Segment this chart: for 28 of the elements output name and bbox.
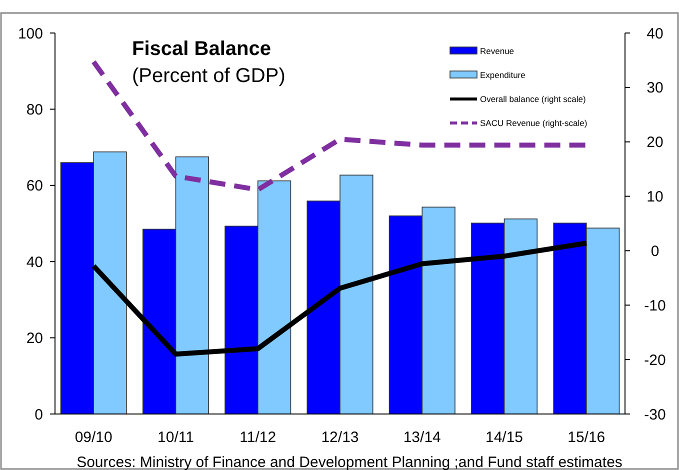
text: (Percent of GDP)	[132, 65, 286, 87]
y2-tick-label: 20	[646, 134, 664, 152]
source-note: Sources: Ministry of Finance and Development Planning ;and Fund staff estimates	[76, 454, 622, 470]
x-tick-label: 13/14	[403, 429, 441, 446]
x-tick-label: 10/11	[158, 429, 194, 446]
y-tick-label: 40	[26, 254, 43, 271]
x-tick-label: 15/16	[568, 429, 606, 446]
chart-title: Fiscal Balance	[132, 38, 271, 60]
x-tick-label: 11/12	[240, 429, 276, 446]
x-tick-label: 12/13	[321, 429, 359, 446]
legend-label: Overall balance (right scale)	[480, 94, 586, 104]
y-tick-label: 20	[26, 330, 43, 348]
y-tick-label: 80	[26, 101, 43, 118]
y2-tick-label: 30	[646, 80, 664, 97]
legend-label: Expenditure	[480, 70, 526, 80]
legend-label: Revenue	[480, 46, 514, 56]
y-tick-label: 60	[26, 178, 43, 195]
y-tick-label: 0	[34, 406, 43, 424]
y2-tick-label: -30	[644, 406, 666, 424]
y-tick-label: 100	[18, 25, 43, 42]
y2-tick-label: -20	[644, 352, 666, 369]
y2-tick-label: 0	[650, 242, 660, 260]
legend-label: SACU Revenue (right-scale)	[480, 118, 588, 128]
y2-tick-label: 40	[646, 25, 664, 42]
y2-tick-label: 10	[646, 188, 664, 206]
x-tick-label: 14/15	[485, 429, 524, 446]
x-tick-label: 09/10	[74, 429, 112, 446]
y2-tick-label: -10	[644, 297, 666, 314]
